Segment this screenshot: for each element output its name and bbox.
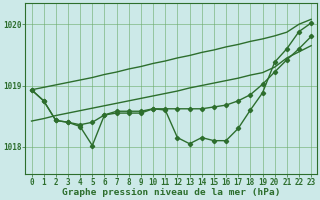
X-axis label: Graphe pression niveau de la mer (hPa): Graphe pression niveau de la mer (hPa) [62, 188, 281, 197]
